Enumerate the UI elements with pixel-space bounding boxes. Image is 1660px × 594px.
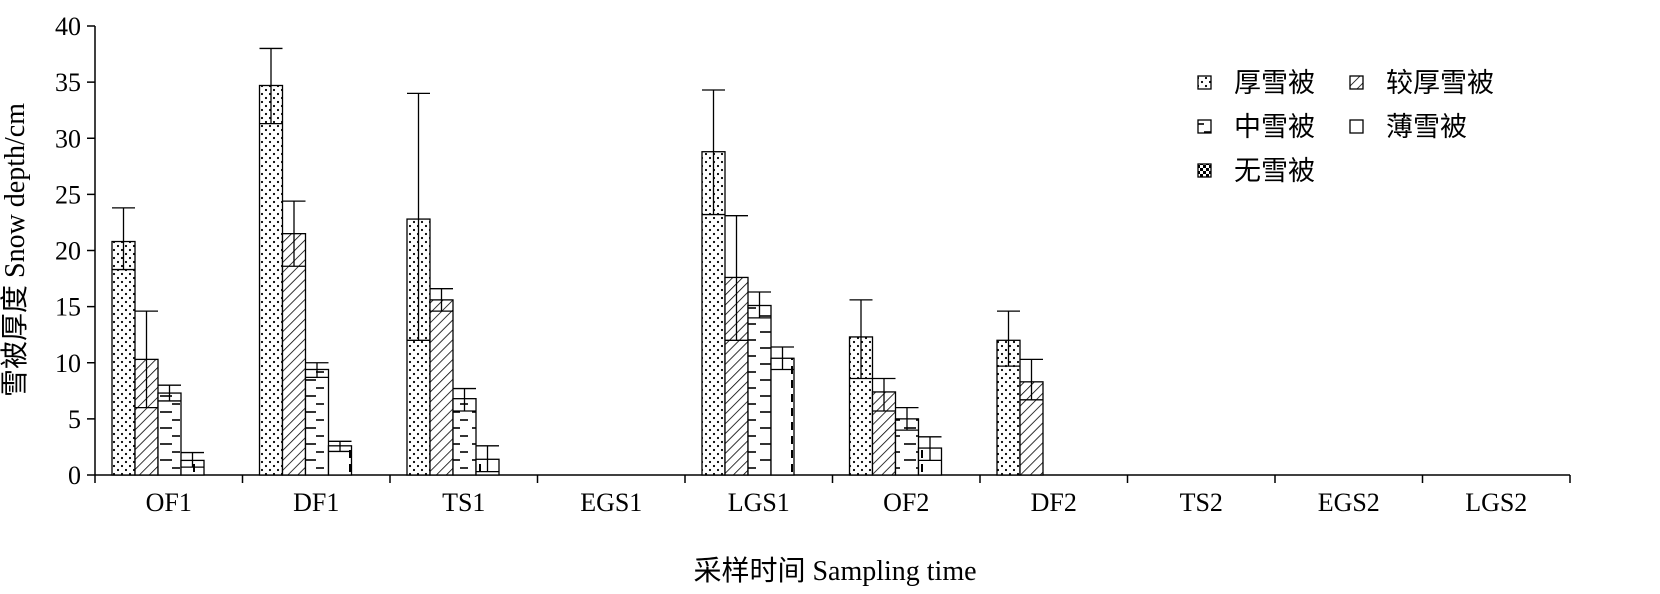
legend-label: 中雪被 xyxy=(1234,112,1315,142)
axes: 0 5 10 15 20 25 30 35 40 OF1 DF1 TS1 EGS1 LGS1 OF2 DF2 T… xyxy=(55,12,1571,517)
legend-swatch xyxy=(1197,119,1212,134)
bar xyxy=(770,357,795,476)
legend-label: 厚雪被 xyxy=(1234,68,1315,98)
x-tick-label: OF1 xyxy=(146,488,192,517)
bars-layer xyxy=(111,84,1044,476)
y-tick-label: 40 xyxy=(55,12,81,41)
x-tick-label: LGS2 xyxy=(1465,488,1527,517)
y-tick-label: 10 xyxy=(55,349,81,378)
x-tick-label: LGS1 xyxy=(728,488,790,517)
legend-label: 无雪被 xyxy=(1234,156,1315,186)
bar xyxy=(429,299,454,476)
x-tick-label: EGS1 xyxy=(580,488,642,517)
x-tick-label: DF1 xyxy=(293,488,339,517)
y-tick-label: 5 xyxy=(68,405,81,434)
y-tick-label: 20 xyxy=(55,237,81,266)
y-tick-label: 35 xyxy=(55,68,81,97)
bar xyxy=(304,368,330,476)
legend-label: 较厚雪被 xyxy=(1386,68,1494,98)
x-tick-label: OF2 xyxy=(883,488,929,517)
y-tick-label: 15 xyxy=(55,293,81,322)
bar xyxy=(258,84,284,476)
bar xyxy=(281,233,307,476)
legend-swatch xyxy=(1197,75,1212,90)
legend-label: 薄雪被 xyxy=(1386,112,1467,142)
x-tick-label: DF2 xyxy=(1031,488,1077,517)
legend-swatch xyxy=(1197,163,1212,178)
y-tick-label: 0 xyxy=(68,461,81,490)
x-axis-label: 采样时间 Sampling time xyxy=(693,555,976,587)
legend-swatch xyxy=(1349,119,1364,134)
y-axis-label: 雪被厚度 Snow depth/cm xyxy=(0,103,31,397)
bar xyxy=(157,392,182,476)
x-tick-label: EGS2 xyxy=(1318,488,1380,517)
y-tick-label: 30 xyxy=(55,124,81,153)
bar xyxy=(111,240,136,476)
y-tick-label: 25 xyxy=(55,180,81,209)
error-bars-layer xyxy=(112,47,1043,473)
x-tick-label: TS1 xyxy=(442,488,485,517)
bar xyxy=(747,304,772,476)
legend-swatch xyxy=(1349,75,1364,90)
x-tick-label: TS2 xyxy=(1180,488,1223,517)
